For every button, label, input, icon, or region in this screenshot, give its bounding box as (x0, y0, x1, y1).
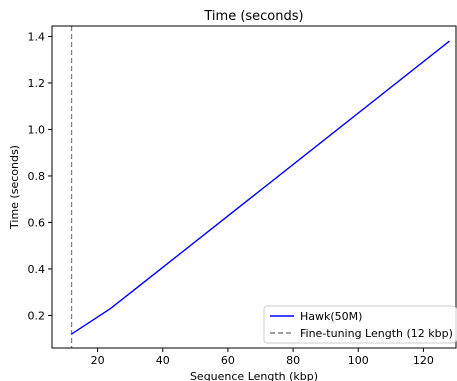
y-tick-label: 1.0 (28, 123, 46, 136)
y-tick-label: 1.4 (28, 30, 46, 43)
y-tick-label: 0.2 (28, 309, 46, 322)
x-tick-label: 120 (413, 354, 434, 367)
plot-area (70, 26, 450, 348)
x-tick-label: 20 (91, 354, 105, 367)
axes-frame (51, 25, 457, 349)
series-line-0 (71, 40, 450, 335)
chart-title: Time (seconds) (203, 9, 303, 24)
x-tick-label: 100 (348, 354, 369, 367)
y-tick-label: 0.6 (28, 216, 46, 229)
legend-label: Fine-tuning Length (12 kbp) (300, 327, 453, 340)
y-tick-label: 0.8 (28, 170, 46, 183)
x-tick-label: 80 (286, 354, 300, 367)
legend-label: Hawk(50M) (300, 310, 362, 323)
y-axis-label: Time (seconds) (8, 145, 21, 230)
y-tick-label: 0.4 (28, 263, 46, 276)
legend-frame (263, 305, 457, 344)
x-axis-label: Sequence Length (kbp) (190, 370, 318, 381)
axes: 20 40 60 80 100 120 0.2 0.4 0.6 0.8 1.0 1.2 1.4 (28, 25, 457, 367)
x-tick-label: 40 (156, 354, 170, 367)
x-tick-label: 60 (221, 354, 235, 367)
legend: Hawk(50M) Fine-tuning Length (12 kbp) (263, 305, 457, 344)
y-tick-label: 1.2 (28, 77, 46, 90)
